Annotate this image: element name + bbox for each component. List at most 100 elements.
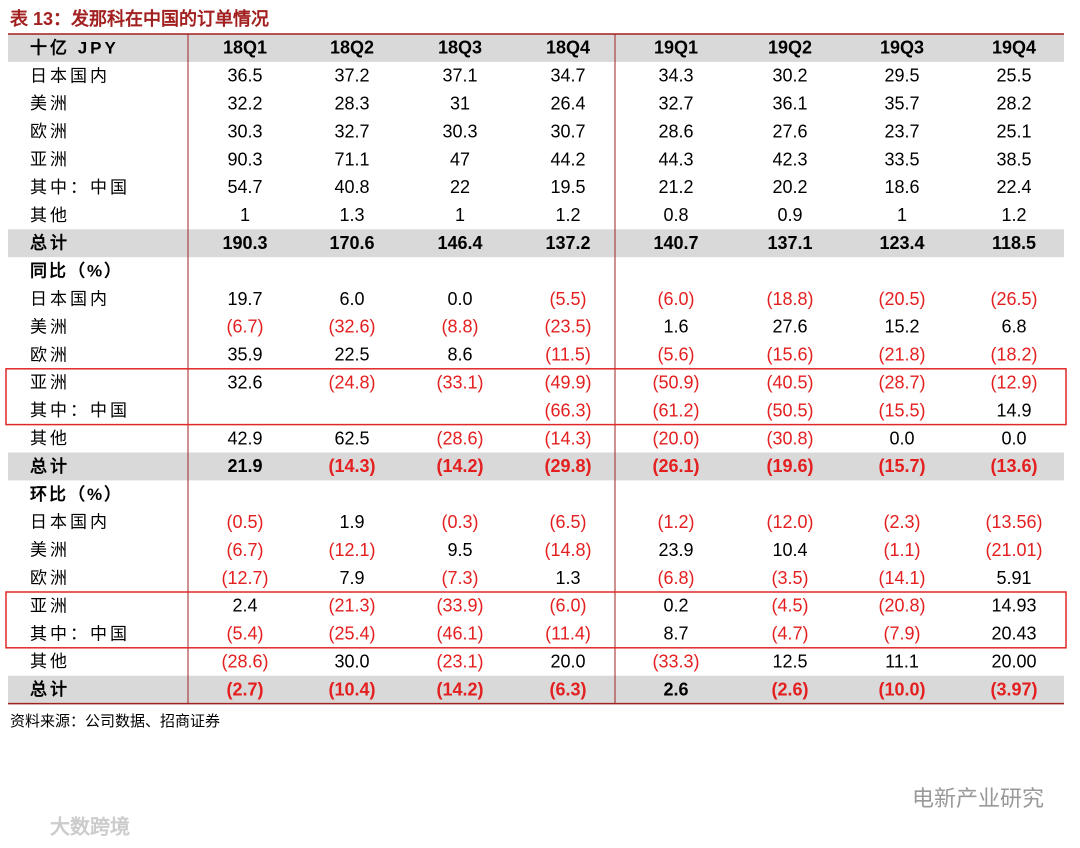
cell: 20.2 [772,177,807,197]
highlight-box [5,591,1067,649]
row-label: 欧洲 [30,345,70,364]
cell: 0.0 [1001,428,1026,448]
cell: (25.4) [328,624,375,644]
title: 表 13：发那科在中国的订单情况 [10,8,269,29]
cell: (26.1) [652,456,699,476]
cell: 19Q2 [768,38,812,58]
cell: (26.5) [990,289,1037,309]
cell: 1.6 [663,317,688,337]
cell: 18Q2 [330,38,374,58]
cell: (29.8) [544,456,591,476]
cell: (14.8) [544,540,591,560]
highlight-box [5,368,1067,426]
cell: (12.1) [328,540,375,560]
cell: 44.2 [550,149,585,169]
cell: (5.6) [657,345,694,365]
cell: 118.5 [992,233,1036,253]
cell: (40.5) [766,373,813,393]
cell: (19.6) [766,456,813,476]
cell: (7.9) [883,624,920,644]
cell: (11.5) [545,345,591,365]
cell: (6.5) [549,512,586,532]
row-label: 其他 [30,652,70,671]
cell: (23.1) [436,652,483,672]
cell: 26.4 [550,94,585,114]
source: 资料来源：公司数据、招商证券 [10,713,220,730]
cell: 32.6 [227,373,262,393]
row-label: 亚洲 [30,596,70,615]
cell: 18Q3 [438,38,482,58]
cell: (24.8) [328,373,375,393]
cell: (33.1) [436,373,483,393]
cell: 32.7 [334,121,369,141]
cell: (10.0) [878,679,925,699]
cell: (5.4) [226,624,263,644]
cell: (0.3) [441,512,478,532]
cell: (50.9) [652,373,699,393]
cell: (4.7) [771,624,808,644]
cell: 44.3 [658,149,693,169]
cell: (30.8) [766,428,813,448]
cell: (13.6) [990,456,1037,476]
cell: 27.6 [772,121,807,141]
cell: 36.5 [227,66,262,86]
cell: (6.0) [549,596,586,616]
cell: 18Q1 [223,38,267,58]
cell: (21.01) [985,540,1042,560]
cell: 14.93 [991,596,1036,616]
cell: 30.7 [550,121,585,141]
cell: (18.8) [766,289,813,309]
section-title: 环比（%） [30,484,123,504]
cell: 19Q3 [880,38,924,58]
cell: (10.4) [328,679,375,699]
cell: 12.5 [772,652,807,672]
cell: 25.1 [996,121,1031,141]
cell: 18Q4 [546,38,590,58]
cell: 37.2 [334,66,369,86]
cell: (6.7) [226,317,263,337]
cell: 8.6 [447,345,472,365]
row-band [8,34,1064,62]
cell: 1.9 [339,512,364,532]
cell: 1.3 [339,205,364,225]
cell: 36.1 [772,94,807,114]
cell: 1 [455,205,465,225]
cell: 29.5 [884,66,919,86]
watermark: 大数跨境 [50,814,130,838]
cell: 0.2 [663,596,688,616]
cell: 35.7 [884,94,919,114]
cell: 22.4 [996,177,1031,197]
cell: 0.8 [663,205,688,225]
cell: 30.2 [772,66,807,86]
cell: 42.9 [227,428,262,448]
row-label: 总计 [30,679,70,699]
cell: 0.0 [889,428,914,448]
cell: 1 [240,205,250,225]
row-label: 其他 [30,206,70,225]
cell: 21.2 [658,177,693,197]
cell: 123.4 [879,233,924,253]
cell: 30.3 [227,121,262,141]
row-label: 欧洲 [30,569,70,588]
row-label: 其中：中国 [30,401,130,420]
cell: 47 [450,149,470,169]
cell: 137.2 [545,233,590,253]
cell: (28.6) [436,428,483,448]
cell: (28.6) [221,652,268,672]
cell: 9.5 [447,540,472,560]
row-label: 总计 [30,456,70,476]
cell: 18.6 [884,177,919,197]
watermark: 电新产业研究 [912,786,1044,811]
row-label: 其中：中国 [30,624,130,643]
cell: 2.4 [232,596,257,616]
cell: 6.8 [1001,317,1026,337]
cell: 7.9 [339,568,364,588]
cell: (2.3) [883,512,920,532]
row-label: 日本国内 [30,66,110,85]
cell: (49.9) [544,373,591,393]
cell: (14.2) [436,679,483,699]
cell: (11.4) [545,624,591,644]
cell: 19.7 [227,289,262,309]
cell: (46.1) [436,624,483,644]
cell: 19Q1 [654,38,698,58]
